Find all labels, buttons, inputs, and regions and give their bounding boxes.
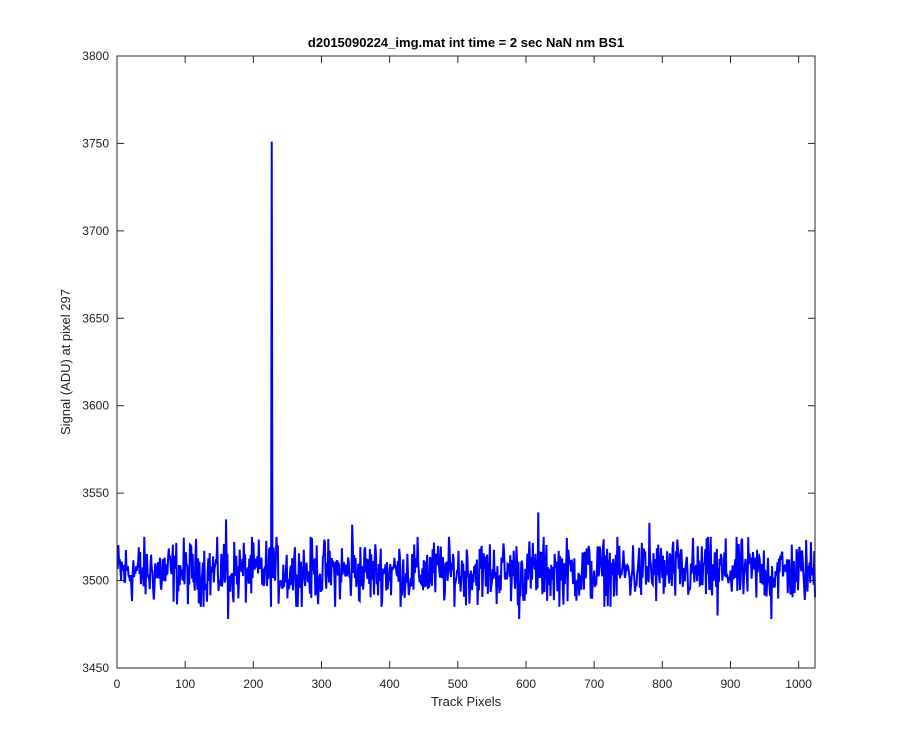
series-layer (116, 141, 816, 620)
y-tick-label: 3450 (82, 661, 109, 675)
y-tick-label: 3800 (82, 49, 109, 63)
x-tick-label: 100 (175, 677, 195, 691)
x-tick-label: 600 (516, 677, 536, 691)
x-axis-label: Track Pixels (431, 694, 502, 709)
x-tick-label: 200 (243, 677, 263, 691)
x-tick-label: 700 (584, 677, 604, 691)
x-tick-label: 500 (448, 677, 468, 691)
signal-series-line (116, 141, 816, 620)
x-tick-label: 400 (380, 677, 400, 691)
x-tick-label: 300 (311, 677, 331, 691)
x-tick-label: 1000 (785, 677, 812, 691)
plot-frame (116, 55, 816, 669)
axis-ticks: 0 100 200 300 400 500 600 700 800 900 1000 3450 3500… (82, 49, 815, 691)
chart-title: d2015090224_img.mat int time = 2 sec NaN… (308, 35, 624, 50)
y-tick-label: 3750 (82, 136, 109, 150)
x-tick-label: 800 (652, 677, 672, 691)
y-tick-label: 3500 (82, 574, 109, 588)
x-tick-label: 900 (720, 677, 740, 691)
y-tick-label: 3600 (82, 399, 109, 413)
y-tick-label: 3700 (82, 224, 109, 238)
y-tick-label: 3650 (82, 311, 109, 325)
x-tick-label: 0 (114, 677, 121, 691)
y-tick-label: 3550 (82, 486, 109, 500)
y-axis-label: Signal (ADU) at pixel 297 (58, 289, 73, 435)
